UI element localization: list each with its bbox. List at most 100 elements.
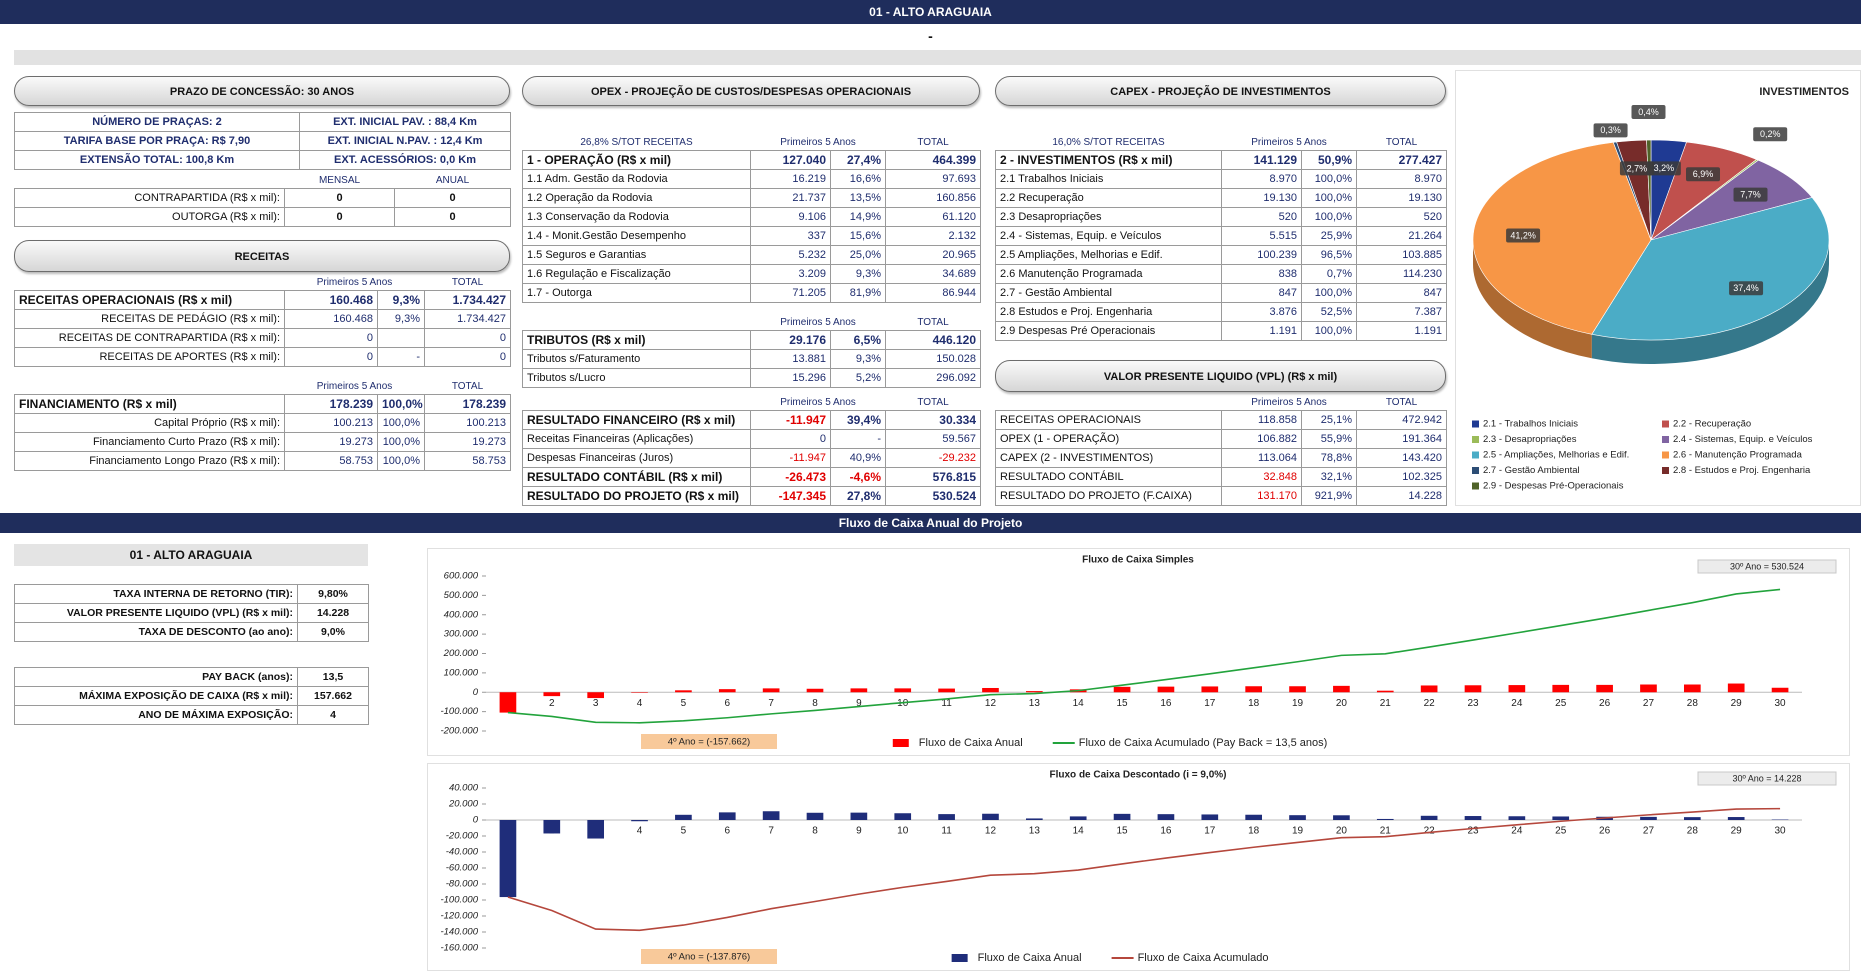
bar xyxy=(850,688,868,693)
data-label-text: 3,2% xyxy=(1654,163,1675,173)
row-label: PAY BACK (anos): xyxy=(14,667,298,687)
cell-value: 71.205 xyxy=(750,283,831,303)
row-label: CAPEX (2 - INVESTIMENTOS) xyxy=(995,448,1222,468)
cell-value: 337 xyxy=(750,226,831,246)
header-cell: TOTAL xyxy=(451,277,484,288)
table-body: MENSAL ANUAL CONTRAPARTIDA (R$ x mil): 0 0 OU… xyxy=(14,174,511,227)
bar xyxy=(1420,685,1438,693)
data-table: Primeiros 5 Anos TOTAL RECEITAS OPERACIONA… xyxy=(14,276,511,367)
x-tick-label: 6 xyxy=(724,698,730,709)
x-tick-label: 26 xyxy=(1599,698,1611,709)
row-label: ANO DE MÁXIMA EXPOSIÇÃO: xyxy=(14,705,298,725)
data-label: 6,9% xyxy=(1686,167,1721,182)
data-label-text: 0,2% xyxy=(1760,129,1781,139)
cell-value: 55,9% xyxy=(1301,429,1357,449)
bar xyxy=(894,688,912,693)
header-row: Primeiros 5 Anos TOTAL xyxy=(15,276,511,291)
bar xyxy=(982,687,999,693)
x-tick-label: 20 xyxy=(1336,698,1348,709)
cell-value: 96,5% xyxy=(1301,245,1357,265)
legend-swatch xyxy=(1472,467,1479,474)
data-table: PAY BACK (anos): 13,5 MÁXIMA EXPOSIÇÃO DE … xyxy=(14,667,369,725)
row-label: 1.7 - Outorga xyxy=(522,283,751,303)
table-row: Tributos s/Lucro 15.296 5,2% 296.092 xyxy=(522,368,981,388)
cell-value: 131.170 xyxy=(1221,486,1302,506)
legend-swatch xyxy=(1662,467,1669,474)
header-row: 16,0% S/TOT RECEITAS Primeiros 5 Anos TOTA… xyxy=(996,136,1447,151)
cell-value: 160.468 xyxy=(284,290,378,310)
cell-value: 100.213 xyxy=(424,413,511,433)
cell-value: -4,6% xyxy=(830,467,886,487)
cell-value: - xyxy=(377,347,425,367)
cell-value: 58.753 xyxy=(424,451,511,471)
bar xyxy=(1157,686,1175,693)
cell-value: 0 xyxy=(394,207,511,227)
cell-value: 19.130 xyxy=(1356,188,1447,208)
cell-value: 97.693 xyxy=(885,169,981,189)
x-tick-label: 24 xyxy=(1511,826,1523,837)
table-body: Primeiros 5 Anos TOTAL RECEITAS OPERACIONA… xyxy=(995,396,1447,506)
cell-value: 150.028 xyxy=(885,349,981,369)
x-tick-label: 19 xyxy=(1292,826,1304,837)
data-table: Primeiros 5 Anos TOTAL RECEITAS OPERACIONA… xyxy=(995,396,1447,506)
x-tick-label: 17 xyxy=(1204,698,1216,709)
legend-item: Fluxo de Caixa Anual xyxy=(892,737,1023,749)
x-tick-label: 20 xyxy=(1336,826,1348,837)
cell-value: 100,0% xyxy=(1301,283,1357,303)
x-tick-label: 4 xyxy=(637,698,643,709)
row-label: RECEITAS OPERACIONAIS (R$ x mil) xyxy=(14,290,285,310)
table-body: TAXA INTERNA DE RETORNO (TIR): 9,80% VALOR… xyxy=(14,584,369,642)
bar xyxy=(1464,816,1482,820)
y-tick-label: 400.000 xyxy=(444,609,479,620)
legend-label: Fluxo de Caixa Anual xyxy=(978,952,1082,964)
x-tick-label: 16 xyxy=(1160,826,1172,837)
data-table: TAXA INTERNA DE RETORNO (TIR): 9,80% VALOR… xyxy=(14,584,369,642)
cell-value: 25,0% xyxy=(830,245,886,265)
y-tick-label: -100.000 xyxy=(440,706,478,717)
data-label-text: 0,3% xyxy=(1600,125,1621,135)
legend-swatch xyxy=(1662,436,1669,443)
table-body: PAY BACK (anos): 13,5 MÁXIMA EXPOSIÇÃO DE … xyxy=(14,667,369,725)
cell-value: 13.881 xyxy=(750,349,831,369)
table-row: OUTORGA (R$ x mil): 0 0 xyxy=(14,207,511,227)
cell-value: 9,0% xyxy=(297,622,369,642)
header-cell xyxy=(523,316,751,331)
header-cell xyxy=(15,380,285,395)
data-table: Primeiros 5 Anos TOTAL FINANCIAMENTO (R$ x… xyxy=(14,380,511,471)
table-row: Tributos s/Faturamento 13.881 9,3% 150.028 xyxy=(522,349,981,369)
annotation: 30º Ano = 530.524 xyxy=(1730,561,1804,571)
bar xyxy=(1376,690,1394,693)
cell-value: 81,9% xyxy=(830,283,886,303)
cell-value: 0,7% xyxy=(1301,264,1357,284)
pie-slice-side xyxy=(1473,240,1592,359)
y-tick-label: -40.000 xyxy=(446,847,479,858)
bar xyxy=(762,688,780,693)
header-cell xyxy=(15,174,285,189)
cell-value: 50,9% xyxy=(1301,150,1357,170)
pie-chart: INVESTIMENTOS 3,2% 6,9% 0,2% 7,7% 37,4% 41,2%… xyxy=(1455,70,1861,506)
y-tick-label: 200.000 xyxy=(443,648,479,659)
bar xyxy=(1727,683,1745,693)
table-row: TAXA INTERNA DE RETORNO (TIR): 9,80% xyxy=(14,584,369,604)
x-tick-label: 7 xyxy=(768,826,774,837)
header-cell: Primeiros 5 Anos xyxy=(780,397,856,408)
data-label-box xyxy=(1646,161,1681,176)
bar xyxy=(1201,814,1219,820)
x-tick-label: 9 xyxy=(856,698,862,709)
y-tick-label: -80.000 xyxy=(446,879,479,890)
legend-swatch xyxy=(1472,436,1479,443)
header-cell: 26,8% S/TOT RECEITAS xyxy=(580,137,693,148)
pie-slice xyxy=(1472,141,1652,335)
legend-label: Fluxo de Caixa Acumulado (Pay Back = 13,… xyxy=(1079,737,1328,749)
x-tick-label: 18 xyxy=(1248,698,1260,709)
bar xyxy=(1683,817,1701,820)
table-row: 1.7 - Outorga 71.205 81,9% 86.944 xyxy=(522,283,981,303)
row-label: Capital Próprio (R$ x mil): xyxy=(14,413,285,433)
data-table: NÚMERO DE PRAÇAS: 2 EXT. INICIAL PAV. : 8… xyxy=(14,112,511,170)
legend-item: Fluxo de Caixa Anual xyxy=(951,952,1082,964)
y-tick-label: -140.000 xyxy=(440,927,478,938)
cell-value: 9,3% xyxy=(377,309,425,329)
legend-label: Fluxo de Caixa Acumulado xyxy=(1138,952,1269,964)
row-label: RECEITAS OPERACIONAIS xyxy=(995,410,1222,430)
x-tick-label: 25 xyxy=(1555,826,1567,837)
